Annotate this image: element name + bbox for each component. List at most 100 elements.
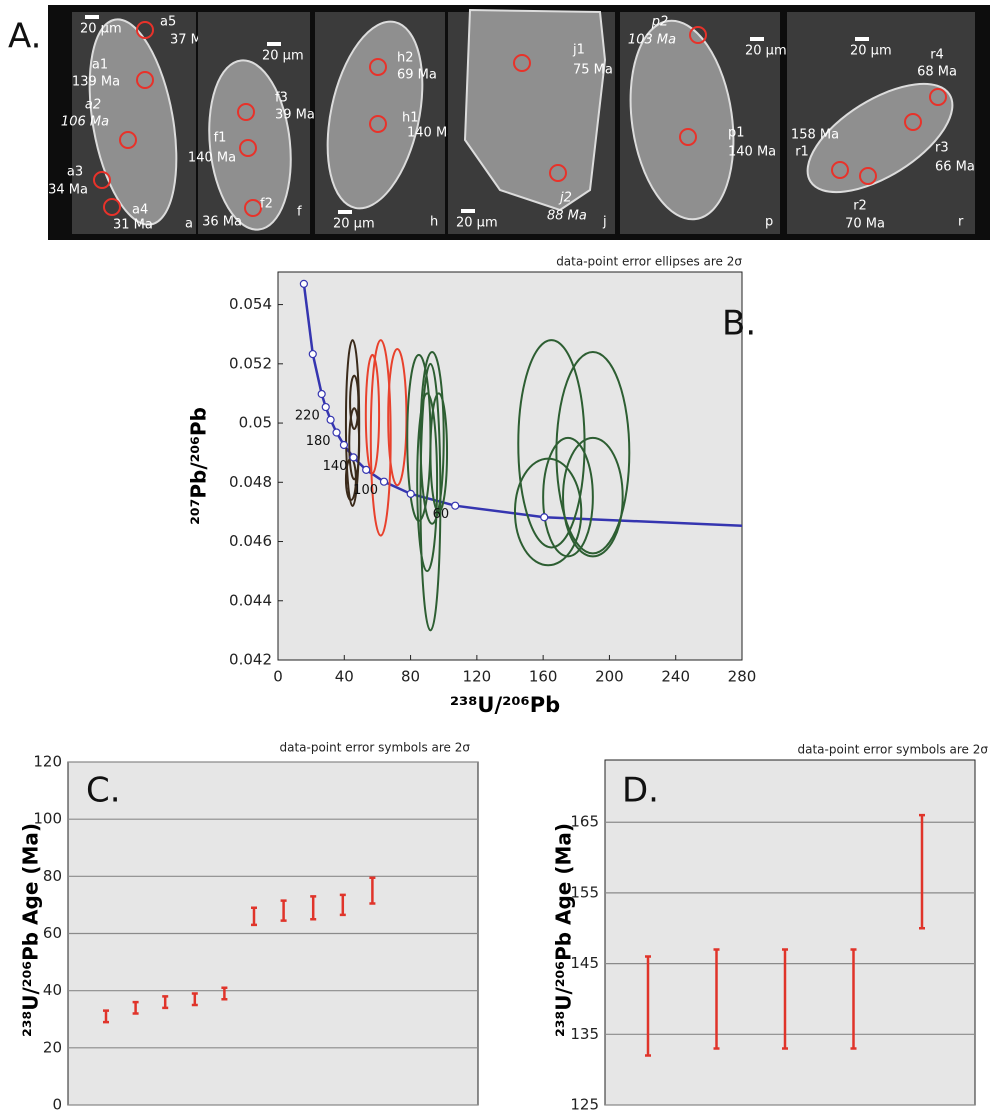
crystal bbox=[629, 19, 735, 221]
crystal bbox=[326, 20, 424, 210]
crystal bbox=[806, 82, 954, 194]
spot-age: 31 Ma bbox=[113, 218, 153, 233]
error-ellipse bbox=[513, 457, 583, 567]
spot bbox=[549, 164, 567, 182]
concordia-age-label: 60 bbox=[433, 507, 450, 522]
spot-age: 39 Ma bbox=[275, 108, 315, 123]
spot-age: 36 Ma bbox=[202, 215, 242, 230]
spot-id: a1 bbox=[92, 58, 108, 73]
spot bbox=[93, 171, 111, 189]
spot bbox=[859, 167, 877, 185]
spot-id: a2 bbox=[85, 98, 101, 113]
spot-id: h1 bbox=[402, 111, 419, 126]
image-letter: p bbox=[765, 215, 773, 230]
error-ellipse bbox=[364, 353, 381, 475]
spot-id: h2 bbox=[397, 51, 414, 66]
panel-label: C. bbox=[86, 771, 121, 811]
concordia-marker bbox=[332, 428, 341, 437]
y-tick-label: 0.042 bbox=[229, 651, 272, 669]
error-bar bbox=[369, 876, 376, 905]
x-tick-label: 40 bbox=[335, 668, 354, 686]
spot bbox=[119, 131, 137, 149]
error-bar bbox=[339, 893, 346, 917]
scale-label: 20 µm bbox=[333, 217, 375, 232]
scale-label: 20 µm bbox=[745, 44, 787, 59]
error-bar bbox=[782, 948, 788, 1050]
error-bar bbox=[191, 992, 198, 1007]
x-tick-label: 280 bbox=[728, 668, 757, 686]
y-axis-label: ²⁰⁷Pb/²⁰⁶Pb bbox=[187, 407, 211, 525]
scale-bar bbox=[461, 209, 475, 213]
concordia-marker bbox=[308, 349, 317, 359]
spot bbox=[904, 113, 922, 131]
error-ellipse bbox=[542, 436, 594, 558]
y-tick-label: 0.054 bbox=[229, 295, 272, 313]
spot bbox=[103, 198, 121, 216]
spot bbox=[831, 161, 849, 179]
image-letter: a bbox=[185, 217, 193, 232]
spot-id: j1 bbox=[572, 43, 585, 58]
spot bbox=[239, 139, 257, 157]
spot-id: r1 bbox=[795, 145, 809, 160]
y-tick-label: 100 bbox=[33, 810, 62, 828]
y-axis-label: ²³⁸U/²⁰⁶Pb Age (Ma) bbox=[19, 823, 43, 1037]
error-ellipse bbox=[429, 392, 449, 513]
spot-id: r4 bbox=[930, 48, 944, 63]
spot bbox=[244, 199, 262, 217]
x-tick-label: 240 bbox=[661, 668, 690, 686]
scale-label: 20 µm bbox=[456, 216, 498, 231]
concordia-age-label: 220 bbox=[295, 409, 320, 424]
y-tick-label: 120 bbox=[33, 753, 62, 771]
spot bbox=[513, 54, 531, 72]
error-bar bbox=[310, 895, 317, 921]
spot bbox=[929, 88, 947, 106]
spot-id: a4 bbox=[132, 203, 148, 218]
concordia-marker bbox=[451, 501, 460, 510]
spot-age: 140 Ma bbox=[728, 145, 776, 160]
scale-bar bbox=[338, 210, 352, 214]
scale-bar bbox=[267, 42, 281, 46]
spot-age: 158 Ma bbox=[791, 128, 839, 143]
concordia-marker bbox=[362, 465, 371, 474]
spot-id: j2 bbox=[558, 191, 572, 206]
concordia-age-label: 140 bbox=[323, 459, 348, 474]
spot-id: a5 bbox=[160, 15, 176, 30]
spot-id: r3 bbox=[935, 141, 949, 156]
spot-age: 106 Ma bbox=[61, 115, 109, 130]
y-tick-label: 80 bbox=[43, 867, 62, 885]
spot-id: r2 bbox=[853, 199, 867, 214]
y-axis-label: ²³⁸U/²⁰⁶Pb Age (Ma) bbox=[552, 823, 576, 1037]
error-bar bbox=[919, 813, 925, 930]
image-letter: h bbox=[430, 215, 438, 230]
error-bar bbox=[713, 948, 720, 1050]
concordia-marker bbox=[321, 402, 330, 412]
error-ellipse bbox=[369, 339, 392, 537]
y-tick-label: 40 bbox=[43, 981, 62, 999]
spot-id: p1 bbox=[728, 126, 745, 141]
spot-age: 88 Ma bbox=[547, 209, 587, 224]
error-ellipse bbox=[517, 339, 586, 549]
error-bar bbox=[162, 995, 169, 1010]
y-tick-label: 165 bbox=[570, 813, 599, 831]
chart-title: data-point error symbols are 2σ bbox=[797, 743, 988, 757]
image-letter: j bbox=[602, 215, 607, 230]
crystal bbox=[88, 18, 178, 226]
spot-age: 75 Ma bbox=[573, 63, 613, 78]
scale-label: 20 µm bbox=[80, 22, 122, 37]
spot bbox=[689, 26, 707, 44]
scale-bar bbox=[855, 37, 869, 41]
concordia-marker bbox=[349, 453, 358, 462]
spot-age: 139 Ma bbox=[72, 75, 120, 90]
y-tick-label: 155 bbox=[570, 883, 599, 901]
error-bar bbox=[850, 948, 857, 1050]
y-tick-label: 60 bbox=[43, 924, 62, 942]
y-tick-label: 125 bbox=[570, 1096, 599, 1110]
spot-id: a3 bbox=[67, 165, 83, 180]
x-axis-label: ²³⁸U/²⁰⁶Pb bbox=[450, 693, 560, 717]
spot-id: f2 bbox=[260, 197, 273, 212]
y-tick-label: 20 bbox=[43, 1038, 62, 1056]
scale-label: 20 µm bbox=[850, 44, 892, 59]
error-ellipse bbox=[419, 350, 445, 525]
error-bar bbox=[251, 906, 257, 927]
